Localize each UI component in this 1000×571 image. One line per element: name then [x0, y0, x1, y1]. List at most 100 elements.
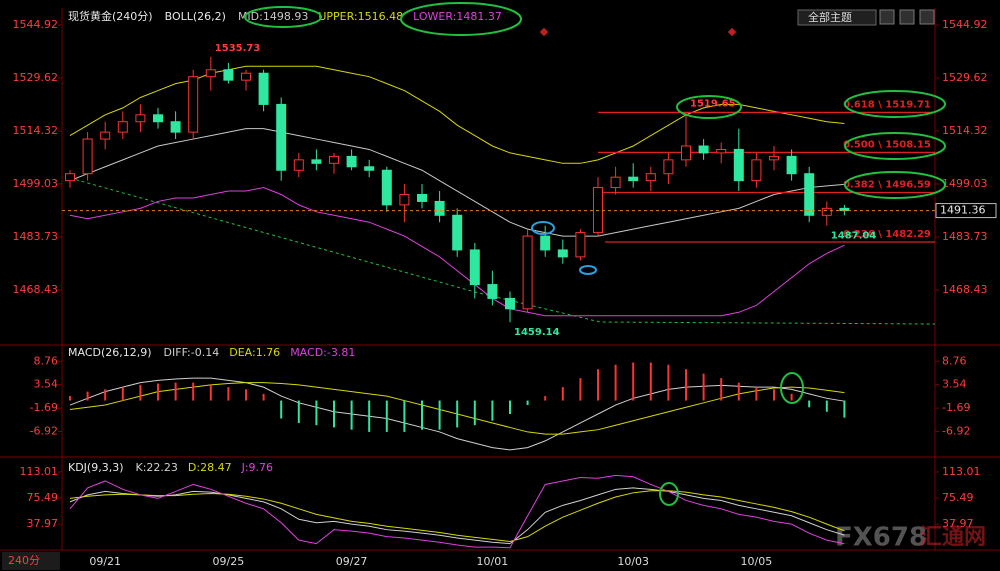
watermark-name: 汇通网: [920, 525, 986, 550]
candle-body: [241, 72, 251, 81]
candle-body: [188, 76, 199, 133]
candle-body: [329, 155, 339, 164]
candle-body: [610, 176, 621, 189]
candle-body: [786, 155, 797, 175]
indicator-line: [69, 487, 845, 545]
legend-entry: J:9.76: [241, 461, 273, 474]
y-tick-label: 113.01: [20, 465, 59, 478]
y-tick-label: 1544.92: [13, 18, 59, 31]
y-tick-label-right: 1514.32: [942, 124, 988, 137]
y-tick-label: 37.97: [27, 517, 59, 530]
candle-body: [821, 207, 832, 216]
panel-title: KDJ(9,3,3): [68, 461, 124, 474]
theme-label: 全部主题: [808, 10, 852, 24]
tool-icon[interactable]: [919, 9, 935, 25]
legend-entry: MACD:-3.81: [290, 346, 355, 359]
candle-body: [399, 193, 410, 206]
trend-line: [69, 177, 936, 325]
legend-entry: MID:1498.93: [238, 10, 308, 23]
period-box[interactable]: [2, 552, 60, 570]
candle-body: [645, 173, 656, 182]
y-tick-label: 1468.43: [13, 283, 59, 296]
candle-body: [716, 148, 727, 154]
candle-body: [170, 121, 181, 133]
candle-body: [469, 249, 480, 286]
candle-body: [681, 145, 691, 161]
candle-body: [65, 173, 75, 182]
last-price-box: [935, 203, 997, 219]
candle-body: [751, 159, 762, 182]
tool-icon[interactable]: [899, 9, 915, 25]
y-tick-label-right: 1468.43: [942, 283, 988, 296]
candle-body: [82, 138, 93, 175]
last-price-label: 1491.36: [940, 204, 986, 217]
candle-body: [769, 155, 779, 161]
legend-entry: DEA:1.76: [229, 346, 280, 359]
y-tick-label: 75.49: [27, 491, 59, 504]
indicator-line: [69, 377, 845, 451]
candle-body: [381, 169, 392, 206]
candle-body: [804, 173, 815, 216]
y-tick-label: 1483.73: [13, 230, 59, 243]
price-label: 1535.73: [215, 43, 261, 54]
candle-body: [100, 131, 111, 140]
theme-button[interactable]: [797, 9, 877, 26]
y-tick-label-right: 1499.03: [942, 177, 988, 190]
candle-body: [364, 166, 375, 171]
x-tick-label: 10/05: [741, 555, 773, 568]
watermark-brand: FX678: [835, 523, 927, 553]
price-label: 1459.14: [514, 327, 560, 338]
candle-body: [346, 155, 357, 168]
fib-label: 0.618 \ 1519.71: [843, 99, 931, 110]
fib-label: 0.500 \ 1508.15: [843, 139, 931, 150]
candle-body: [223, 69, 234, 81]
y-tick-label: 1529.62: [13, 71, 59, 84]
y-tick-label-right: 113.01: [942, 465, 981, 478]
candle-body: [628, 176, 639, 182]
x-tick-label: 09/21: [89, 555, 121, 568]
candle-body: [452, 214, 463, 251]
y-tick-label-right: 75.49: [942, 491, 974, 504]
y-tick-label-right: 37.97: [942, 517, 974, 530]
y-tick-label-right: -6.92: [942, 425, 970, 438]
indicator-label: BOLL(26,2): [165, 10, 226, 23]
frame: [0, 8, 1000, 551]
candle-body: [258, 72, 269, 105]
candle-body: [276, 103, 287, 171]
x-tick-label: 10/03: [617, 555, 649, 568]
candle-body: [575, 232, 586, 258]
y-tick-label: 1514.32: [13, 124, 59, 137]
fib-label: 0.382 \ 1496.59: [843, 179, 931, 190]
price-label: 1487.04: [831, 231, 877, 242]
y-tick-label: 1499.03: [13, 177, 59, 190]
candle-body: [557, 249, 568, 258]
candle-body: [505, 297, 515, 310]
fib-label: 0.236 \ 1482.29: [843, 229, 931, 240]
tool-icon[interactable]: [879, 9, 895, 25]
candle-body: [698, 145, 709, 154]
candle-body: [663, 159, 674, 175]
period-label: 240分: [8, 554, 40, 567]
candle-body: [205, 69, 216, 78]
y-tick-label-right: 1529.62: [942, 71, 988, 84]
plot: 1544.92 1544.92 1529.62 1529.62 1514.32 1514.…: [13, 9, 997, 568]
candle-body: [733, 148, 744, 182]
legend-entry: DIFF:-0.14: [164, 346, 220, 359]
candle-body: [487, 284, 498, 299]
candle-body: [522, 235, 533, 310]
price-label: 1519.65: [690, 99, 736, 110]
indicator-line: [69, 490, 845, 543]
y-tick-label-right: 8.76: [942, 354, 967, 367]
boll-line: [69, 128, 845, 237]
boll-line: [69, 187, 845, 317]
candle-body: [417, 193, 427, 202]
candle-body: [311, 159, 322, 164]
x-tick-label: 09/27: [336, 555, 368, 568]
panel-title: 现货黄金(240分): [68, 9, 153, 23]
candle-body: [135, 114, 146, 123]
y-tick-label-right: -1.69: [942, 401, 970, 414]
toolbar: 全部主题: [797, 9, 935, 26]
boll-line: [69, 65, 845, 164]
